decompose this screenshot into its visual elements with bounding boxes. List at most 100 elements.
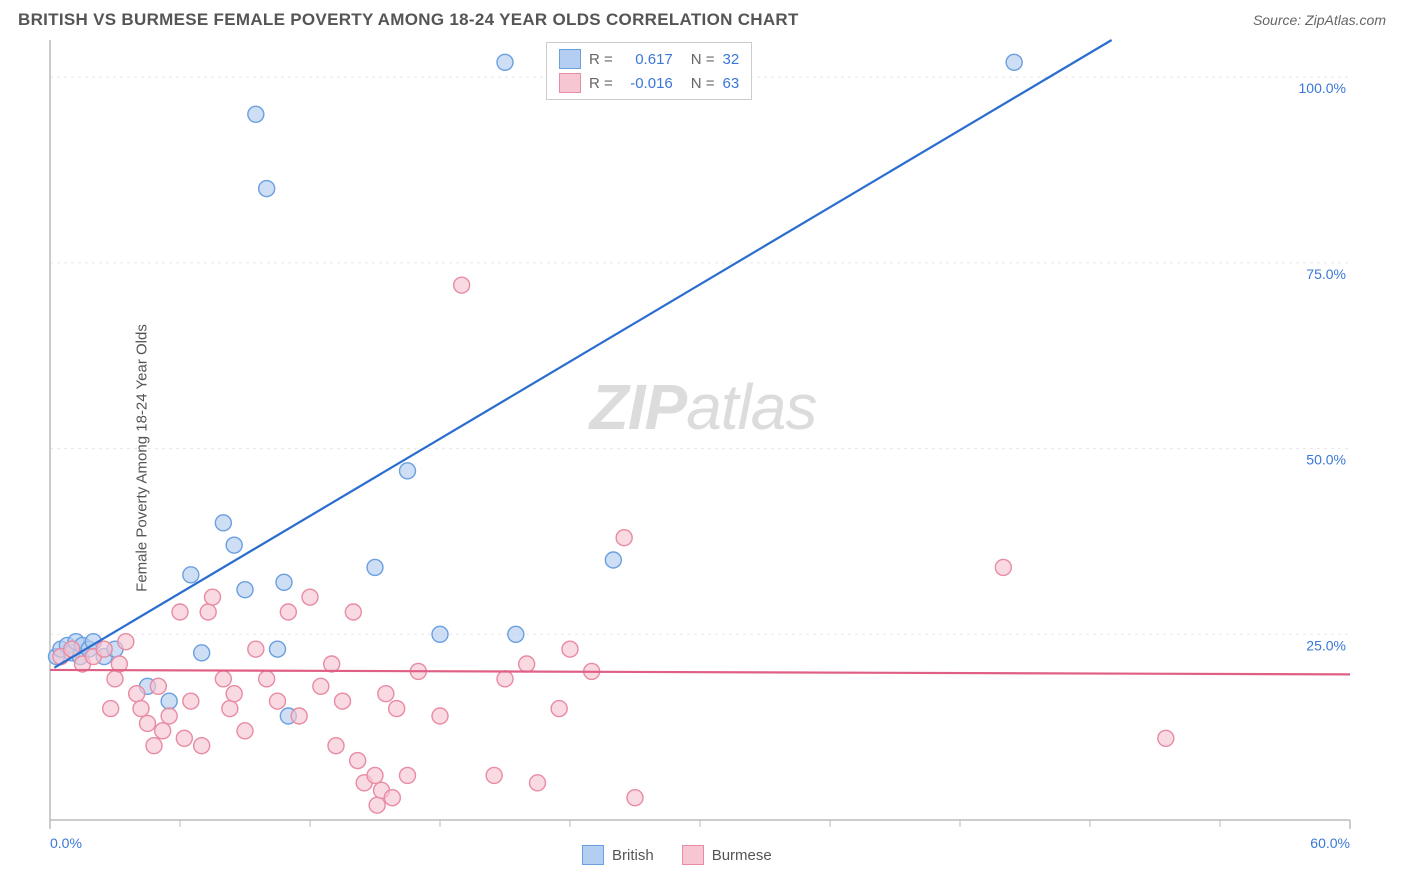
- y-tick-label: 75.0%: [1306, 266, 1346, 282]
- data-point: [205, 589, 221, 605]
- legend-n-label: N =: [691, 75, 715, 92]
- data-point: [367, 767, 383, 783]
- data-point: [237, 582, 253, 598]
- data-point: [389, 701, 405, 717]
- data-point: [508, 626, 524, 642]
- data-point: [129, 686, 145, 702]
- legend-row: R = 0.617 N = 32: [559, 49, 739, 69]
- data-point: [345, 604, 361, 620]
- data-point: [140, 715, 156, 731]
- data-point: [497, 671, 513, 687]
- data-point: [313, 678, 329, 694]
- data-point: [530, 775, 546, 791]
- data-point: [328, 738, 344, 754]
- data-point: [280, 604, 296, 620]
- x-tick-label: 0.0%: [50, 835, 82, 851]
- legend-item: Burmese: [682, 845, 772, 865]
- data-point: [215, 671, 231, 687]
- data-point: [226, 686, 242, 702]
- data-point: [226, 537, 242, 553]
- data-point: [133, 701, 149, 717]
- data-point: [400, 767, 416, 783]
- data-point: [400, 463, 416, 479]
- data-point: [276, 574, 292, 590]
- data-point: [222, 701, 238, 717]
- data-point: [96, 641, 112, 657]
- data-point: [215, 515, 231, 531]
- y-tick-label: 100.0%: [1299, 80, 1346, 96]
- legend-series-name: British: [612, 847, 654, 864]
- data-point: [237, 723, 253, 739]
- data-point: [270, 641, 286, 657]
- data-point: [248, 641, 264, 657]
- x-tick-label: 60.0%: [1310, 835, 1350, 851]
- data-point: [486, 767, 502, 783]
- data-point: [454, 277, 470, 293]
- series-legend: British Burmese: [582, 845, 772, 865]
- data-point: [367, 559, 383, 575]
- scatter-chart: 25.0% 50.0% 75.0% 100.0% 0.0% 60.0%: [0, 35, 1406, 880]
- data-point: [183, 693, 199, 709]
- chart-title: BRITISH VS BURMESE FEMALE POVERTY AMONG …: [18, 10, 799, 30]
- legend-item: British: [582, 845, 654, 865]
- data-point: [259, 181, 275, 197]
- data-point: [118, 634, 134, 650]
- data-point: [107, 671, 123, 687]
- data-point: [369, 797, 385, 813]
- legend-r-value: -0.016: [621, 75, 673, 92]
- data-point: [519, 656, 535, 672]
- legend-r-label: R =: [589, 51, 613, 68]
- trend-line: [50, 670, 1350, 674]
- data-point: [194, 645, 210, 661]
- y-tick-label: 25.0%: [1306, 637, 1346, 653]
- data-point: [302, 589, 318, 605]
- legend-r-value: 0.617: [621, 51, 673, 68]
- legend-series-name: Burmese: [712, 847, 772, 864]
- data-point: [616, 530, 632, 546]
- data-point: [150, 678, 166, 694]
- legend-swatch: [559, 49, 581, 69]
- legend-n-value: 63: [723, 75, 740, 92]
- legend-swatch: [559, 73, 581, 93]
- data-point: [378, 686, 394, 702]
- source-label: Source: ZipAtlas.com: [1253, 12, 1386, 28]
- legend-n-value: 32: [723, 51, 740, 68]
- data-point: [551, 701, 567, 717]
- data-point: [270, 693, 286, 709]
- correlation-legend: R = 0.617 N = 32R = -0.016 N = 63: [546, 42, 752, 100]
- y-axis-label: Female Poverty Among 18-24 Year Olds: [133, 324, 150, 592]
- data-point: [432, 626, 448, 642]
- y-tick-label: 50.0%: [1306, 452, 1346, 468]
- data-point: [161, 693, 177, 709]
- data-point: [350, 753, 366, 769]
- data-point: [627, 790, 643, 806]
- data-point: [384, 790, 400, 806]
- trend-line: [54, 40, 1111, 668]
- data-point: [432, 708, 448, 724]
- data-point: [103, 701, 119, 717]
- data-point: [259, 671, 275, 687]
- legend-swatch: [682, 845, 704, 865]
- data-point: [200, 604, 216, 620]
- legend-row: R =-0.016N =63: [559, 73, 739, 93]
- data-point: [335, 693, 351, 709]
- data-point: [176, 730, 192, 746]
- data-point: [497, 54, 513, 70]
- data-point: [183, 567, 199, 583]
- data-point: [194, 738, 210, 754]
- data-point: [291, 708, 307, 724]
- data-point: [172, 604, 188, 620]
- data-point: [605, 552, 621, 568]
- data-point: [146, 738, 162, 754]
- chart-wrapper: Female Poverty Among 18-24 Year Olds 25.…: [0, 35, 1406, 880]
- data-point: [995, 559, 1011, 575]
- data-point: [324, 656, 340, 672]
- data-point: [161, 708, 177, 724]
- data-point: [1006, 54, 1022, 70]
- legend-n-label: N =: [691, 51, 715, 68]
- data-point: [155, 723, 171, 739]
- legend-swatch: [582, 845, 604, 865]
- data-point: [1158, 730, 1174, 746]
- data-point: [248, 106, 264, 122]
- data-point: [562, 641, 578, 657]
